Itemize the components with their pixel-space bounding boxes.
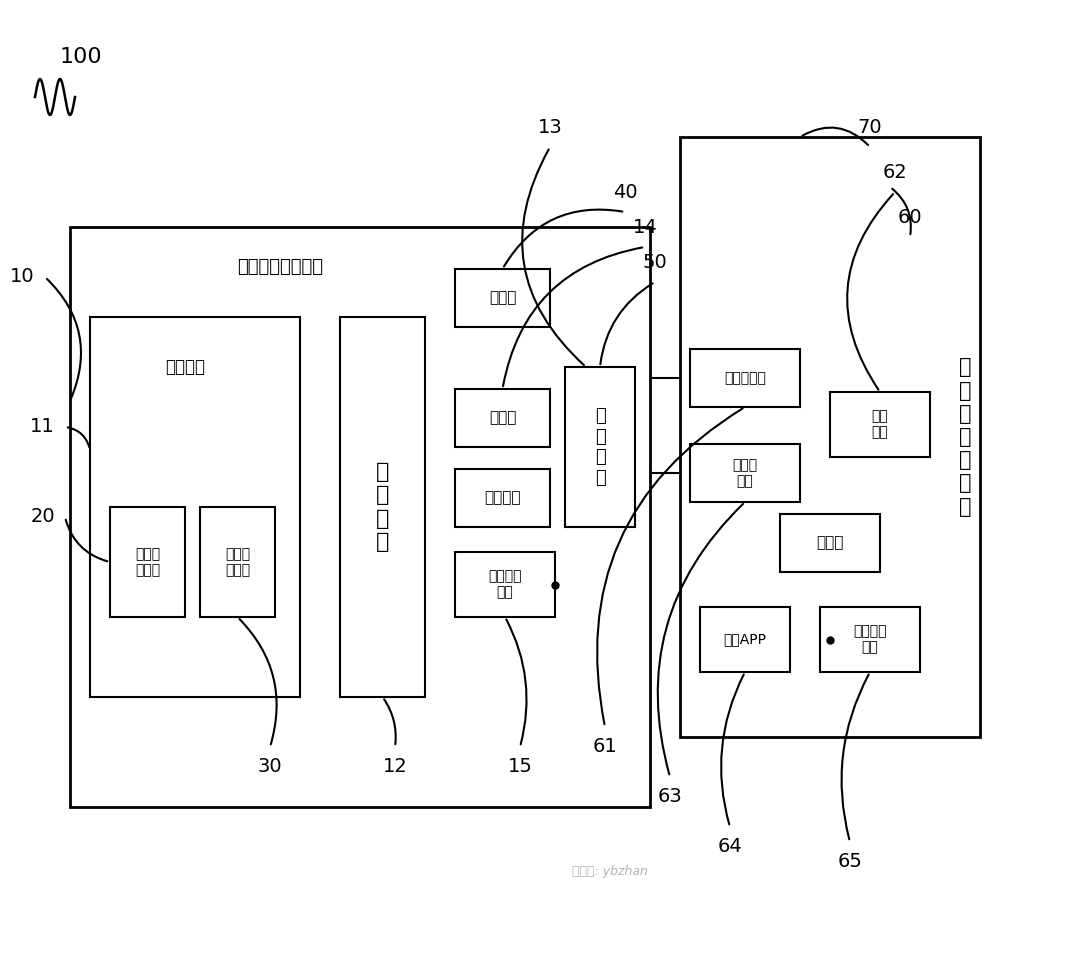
Text: 物
联
网
采
集
系
统: 物 联 网 采 集 系 统 [959,357,971,517]
Text: 12: 12 [382,757,407,776]
Text: 100: 100 [60,47,103,67]
Text: 时间测
量单元: 时间测 量单元 [225,546,251,577]
Bar [690,444,800,502]
Text: 微信号: ybzhan: 微信号: ybzhan [572,865,648,879]
Bar [820,607,920,672]
Text: 显
示
模
块: 显 示 模 块 [595,407,606,487]
Bar [455,269,550,327]
Text: 网络
链路: 网络 链路 [872,410,889,439]
Text: 20: 20 [30,507,55,526]
Text: 15: 15 [508,757,532,776]
Text: 信号中
继器: 信号中 继器 [732,457,757,488]
Bar [690,349,800,407]
Bar [455,389,550,447]
Text: 超声波
传感器: 超声波 传感器 [135,546,160,577]
Text: 30: 30 [258,757,282,776]
Text: 64: 64 [717,837,742,856]
Bar [70,227,650,807]
Text: 测量模块: 测量模块 [165,358,205,376]
Bar [110,507,185,617]
Text: 用户APP: 用户APP [724,633,767,647]
Bar [340,317,426,697]
Bar [831,392,930,457]
Text: 65: 65 [838,852,863,871]
Bar [200,507,275,617]
Text: 62: 62 [882,163,907,182]
Text: 11: 11 [30,417,55,436]
Bar [90,317,300,697]
Text: 70: 70 [858,118,882,137]
Text: 14: 14 [633,218,658,237]
Text: 63: 63 [658,787,683,806]
Text: 61: 61 [593,737,618,756]
Text: 数据监控
中心: 数据监控 中心 [853,624,887,655]
Bar [780,514,880,572]
Text: 触控按键: 触控按键 [484,491,521,505]
Text: 云平台: 云平台 [816,536,843,550]
Text: 40: 40 [612,183,637,202]
Text: 10: 10 [11,268,35,286]
Bar [680,137,980,737]
Text: 主
控
单
元: 主 控 单 元 [376,462,389,552]
Text: 60: 60 [897,208,922,227]
Text: 无线通讯
模块: 无线通讯 模块 [488,569,522,600]
Text: 控制阀: 控制阀 [489,291,516,305]
Bar [700,607,789,672]
Bar [565,367,635,527]
Bar [455,469,550,527]
Text: 50: 50 [643,253,667,272]
Text: 显示屏: 显示屏 [489,411,516,426]
Text: 手持抄表器: 手持抄表器 [724,371,766,385]
Text: 水表数据测量系统: 水表数据测量系统 [237,258,323,276]
Bar [455,552,555,617]
Text: 13: 13 [538,118,563,137]
